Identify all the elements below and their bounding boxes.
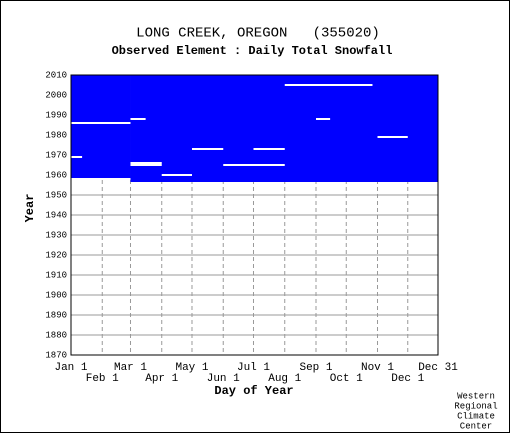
y-tick-label: 1970: [45, 150, 67, 160]
x-tick-label: Dec 1: [391, 373, 424, 385]
plot-border: [70, 74, 439, 356]
x-tick-label: Apr 1: [145, 373, 178, 385]
y-tick-label: 1900: [45, 290, 67, 300]
y-tick-label: 2000: [45, 90, 67, 100]
missing-gap: [377, 136, 408, 138]
x-tick-label: Sep 1: [299, 362, 332, 374]
x-tick-label: Jan 1: [54, 362, 87, 374]
y-tick-label: 1890: [45, 310, 67, 320]
x-axis-label: Day of Year: [214, 384, 293, 398]
y-tick-label: 1990: [45, 110, 67, 120]
missing-gap: [130, 164, 162, 166]
y-axis-label: Year: [23, 194, 37, 223]
missing-gap: [130, 162, 162, 164]
y-tick-label: 2010: [45, 70, 67, 80]
missing-gap: [130, 118, 146, 120]
y-tick-label: 1940: [45, 210, 67, 220]
y-tick-label: 1960: [45, 170, 67, 180]
missing-gap: [71, 122, 131, 124]
missing-gap: [284, 84, 373, 86]
missing-gap: [71, 156, 83, 158]
x-tick-label: Jun 1: [207, 373, 240, 385]
x-tick-label: May 1: [175, 362, 208, 374]
x-tick-label: Oct 1: [330, 373, 363, 385]
x-tick-label: Feb 1: [86, 373, 119, 385]
y-tick-label: 1930: [45, 230, 67, 240]
chart-title: LONG CREEK, OREGON (355020): [136, 26, 380, 42]
missing-gap: [191, 148, 224, 150]
y-tick-label: 1980: [45, 130, 67, 140]
missing-gap: [161, 174, 192, 176]
y-tick-label: 1950: [45, 190, 67, 200]
credit-line: Regional: [454, 401, 497, 411]
x-tick-label: Jul 1: [237, 362, 270, 374]
y-tick-label: 1870: [45, 350, 67, 360]
missing-gap: [253, 148, 285, 150]
y-tick-label: 1920: [45, 250, 67, 260]
coverage-block: [71, 75, 131, 178]
credit-line: Climate: [457, 411, 495, 421]
y-tick-label: 1910: [45, 270, 67, 280]
missing-gap: [316, 118, 331, 120]
x-tick-label: Mar 1: [114, 362, 147, 374]
y-tick-label: 1880: [45, 330, 67, 340]
credit-line: Center: [460, 421, 492, 431]
chart-subtitle: Observed Element : Daily Total Snowfall: [112, 44, 393, 58]
x-tick-label: Dec 31: [418, 362, 458, 374]
x-tick-label: Nov 1: [361, 362, 394, 374]
credit-line: Western: [457, 391, 495, 401]
x-tick-label: Aug 1: [268, 373, 301, 385]
missing-gap: [223, 164, 285, 166]
